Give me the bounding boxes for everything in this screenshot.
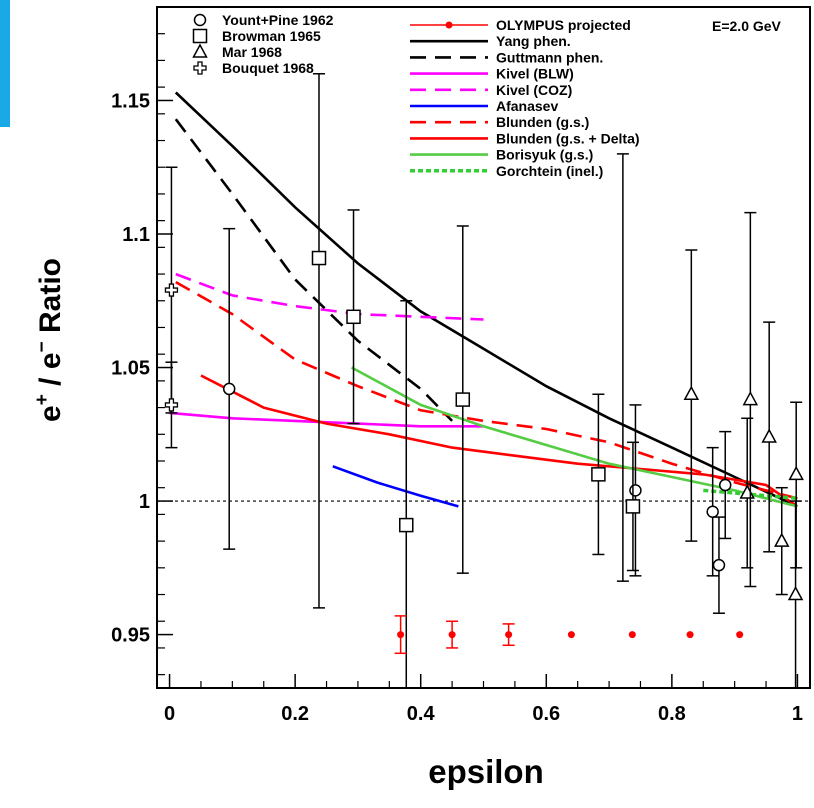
y-tick-label-4: 1.15 <box>111 90 150 112</box>
data-point-s2-3 <box>761 428 777 443</box>
curve-1 <box>174 118 454 422</box>
legend-label-right-9: Gorchtein (inel.) <box>496 163 603 179</box>
legend-label-left-0: Yount+Pine 1962 <box>222 12 334 28</box>
x-tick-label-3: 0.6 <box>532 703 560 725</box>
data-point-s2-6 <box>787 585 804 601</box>
curve-5 <box>175 280 798 500</box>
legend-label-left-1: Browman 1965 <box>222 28 321 44</box>
data-point-s1-3 <box>455 392 471 407</box>
data-point-s2-4 <box>773 532 790 547</box>
data-point-s3-0 <box>164 283 179 297</box>
data-point-s0-2 <box>706 505 719 518</box>
legend-label-right-1: Yang phen. <box>496 33 571 49</box>
data-point-s4-3 <box>567 631 575 639</box>
data-point-s2-2 <box>742 391 759 406</box>
curve-3 <box>175 272 484 321</box>
x-tick-label-0: 0 <box>164 703 175 725</box>
y-axis-label-sup-minus: − <box>32 341 53 352</box>
data-point-s2-5 <box>788 465 804 481</box>
y-axis-label: e+ / e− Ratio <box>32 258 67 422</box>
data-point-s4-0 <box>397 631 405 639</box>
y-axis-label-part-e: e <box>34 405 67 422</box>
data-point-s4-2 <box>505 631 513 639</box>
x-tick-label-1: 0.2 <box>281 703 309 725</box>
curve-0 <box>174 91 798 508</box>
y-tick-label-3: 1.1 <box>122 224 150 246</box>
legend-label-right-3: Kivel (BLW) <box>496 66 574 82</box>
legend-marker-left-3 <box>193 61 207 75</box>
data-point-s0-4 <box>718 478 732 492</box>
legend-marker-left-1 <box>192 28 208 44</box>
data-point-s4-4 <box>628 631 636 639</box>
data-point-s0-1 <box>629 484 642 497</box>
y-axis-label-part-ratio: Ratio <box>34 258 67 341</box>
legend-label-right-5: Afanasev <box>496 98 558 114</box>
curve-4 <box>332 465 459 508</box>
y-tick-label-1: 1 <box>139 491 150 513</box>
data-point-s4-6 <box>736 631 744 639</box>
data-point-s2-0 <box>683 385 700 400</box>
data-point-s0-3 <box>712 558 726 572</box>
legend-label-right-8: Borisyuk (g.s.) <box>496 147 593 163</box>
y-axis-label-part-slash: / e <box>34 352 67 394</box>
x-tick-label-2: 0.4 <box>407 703 436 725</box>
side-tab-strip <box>0 0 10 127</box>
legend-marker-left-0 <box>193 13 207 27</box>
curve-2 <box>169 411 484 428</box>
data-point-s0-0 <box>222 382 236 396</box>
legend-marker-left-2 <box>192 43 208 58</box>
data-point-s1-2 <box>399 517 414 533</box>
data-point-s3-1 <box>164 398 179 412</box>
annotation-energy: E=2.0 GeV <box>712 18 782 34</box>
y-axis-label-sup-plus: + <box>32 394 53 405</box>
curve-6 <box>200 374 799 508</box>
data-point-s4-1 <box>448 631 456 639</box>
data-point-s1-5 <box>625 499 641 514</box>
legend-label-right-7: Blunden (g.s. + Delta) <box>496 130 640 146</box>
legend-label-right-2: Guttmann phen. <box>496 49 603 65</box>
x-tick-label-5: 1 <box>792 703 803 725</box>
x-tick-label-4: 0.8 <box>658 703 686 725</box>
legend-label-right-0: OLYMPUS projected <box>496 17 631 33</box>
legend-label-right-4: Kivel (COZ) <box>496 82 572 98</box>
y-tick-label-0: 0.95 <box>111 625 150 647</box>
data-point-s1-0 <box>311 250 327 266</box>
legend-label-right-6: Blunden (g.s.) <box>496 114 589 130</box>
x-axis-label: epsilon <box>428 753 544 790</box>
legend-label-left-3: Bouquet 1968 <box>222 60 314 76</box>
data-point-s4-5 <box>686 631 694 639</box>
data-point-s1-4 <box>591 467 606 482</box>
y-tick-label-2: 1.05 <box>111 358 150 380</box>
legend-dot-right-0 <box>445 21 453 29</box>
legend-label-left-2: Mar 1968 <box>222 44 282 60</box>
data-point-s1-1 <box>346 309 361 325</box>
